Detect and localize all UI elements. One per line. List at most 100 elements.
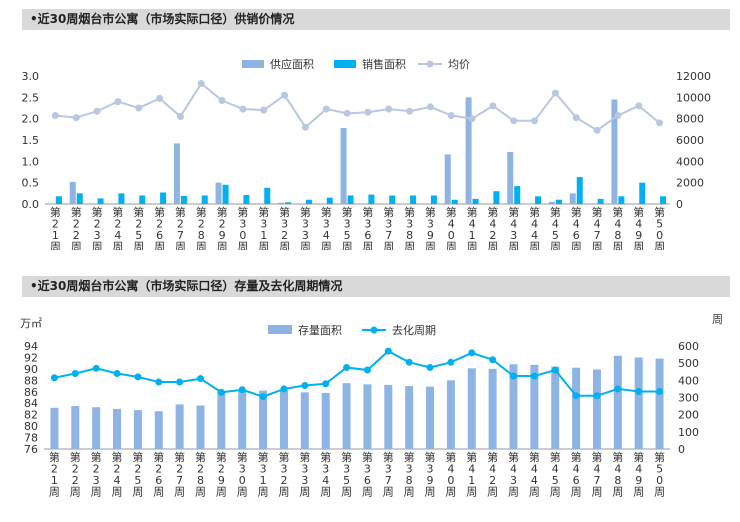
y-right-tick-label: 6000 <box>676 134 704 147</box>
stock-bar <box>530 364 539 449</box>
stock-bar <box>551 366 560 449</box>
supply-bar <box>465 97 472 204</box>
price-point <box>218 97 226 105</box>
stock-bar <box>488 368 497 449</box>
price-point <box>176 113 184 121</box>
cycle-point <box>259 393 267 401</box>
cycle-point <box>363 366 371 374</box>
cycle-point <box>92 364 100 372</box>
y-left-tick-label: 76 <box>24 443 38 456</box>
cycle-point <box>510 372 517 380</box>
stock-bar <box>300 392 309 449</box>
y-left-tick-label: 86 <box>24 386 38 399</box>
price-point <box>510 117 518 125</box>
price-point <box>51 111 59 119</box>
legend-label-supply: 供应面积 <box>270 57 314 71</box>
legend-swatch-price-dot <box>426 60 434 68</box>
price-point <box>239 105 247 113</box>
cycle-point <box>343 363 351 371</box>
cycle-point <box>280 385 288 393</box>
price-point <box>593 126 601 134</box>
stock-bar <box>175 404 184 449</box>
cycle-point <box>134 373 142 381</box>
stock-bar <box>446 380 455 449</box>
y-left-tick-label: 0.5 <box>22 177 40 190</box>
legend: 供应面积 销售面积 均价 <box>242 57 470 71</box>
sales-bar <box>326 197 333 204</box>
sales-bar <box>97 198 104 204</box>
supply-bar <box>444 154 451 204</box>
price-point <box>468 115 476 123</box>
stock-bar <box>321 392 330 449</box>
cycle-point <box>405 358 413 366</box>
stock-bar <box>613 355 622 449</box>
cycle-point <box>238 386 246 394</box>
sales-bar <box>55 196 62 204</box>
legend-swatch-supply <box>242 60 264 68</box>
price-point <box>156 94 164 102</box>
sales-bar <box>493 191 500 204</box>
stock-bar <box>592 369 601 449</box>
y-right-tick-label: 8000 <box>676 113 704 126</box>
sales-bar <box>222 184 229 204</box>
cycle-point <box>71 369 79 377</box>
y-right-tick-label: 0 <box>678 443 685 456</box>
cycle-point <box>301 381 309 389</box>
stock-bar <box>50 407 59 449</box>
price-point <box>635 102 643 110</box>
sales-bar <box>347 195 354 204</box>
price-point <box>426 103 434 111</box>
sales-bar <box>285 202 292 204</box>
price-point <box>489 102 497 110</box>
price-point <box>614 111 622 119</box>
legend-label-sales: 销售面积 <box>362 57 406 71</box>
price-point <box>572 114 580 122</box>
y-right-tick-label: 12000 <box>676 70 711 83</box>
cycle-point <box>530 372 538 380</box>
y-right-tick-label: 500 <box>678 357 699 370</box>
cycle-point <box>426 363 434 371</box>
legend-label-stock: 存量面积 <box>298 323 342 337</box>
sales-bar <box>368 194 375 204</box>
price-point <box>551 89 559 97</box>
price-point <box>260 106 268 114</box>
price-point <box>197 79 205 87</box>
stock-bar <box>217 390 226 449</box>
y-left-tick-label: 80 <box>24 420 38 433</box>
sales-bar <box>410 195 417 204</box>
y-right-tick-label: 0 <box>676 198 683 211</box>
y-right-tick-label: 2000 <box>676 177 704 190</box>
cycle-point <box>489 356 497 364</box>
cycle-point <box>217 388 225 396</box>
